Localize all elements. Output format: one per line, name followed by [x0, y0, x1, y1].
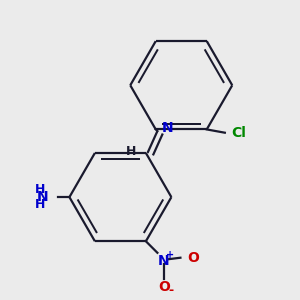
Text: H: H — [35, 198, 46, 211]
Text: +: + — [166, 250, 174, 260]
Text: O: O — [158, 280, 170, 294]
Text: N: N — [162, 121, 173, 135]
Text: H: H — [35, 183, 46, 196]
Text: -: - — [169, 284, 174, 297]
Text: H: H — [126, 145, 136, 158]
Text: Cl: Cl — [231, 126, 246, 140]
Text: N: N — [158, 254, 170, 268]
Text: N: N — [36, 190, 48, 204]
Text: O: O — [187, 251, 199, 265]
